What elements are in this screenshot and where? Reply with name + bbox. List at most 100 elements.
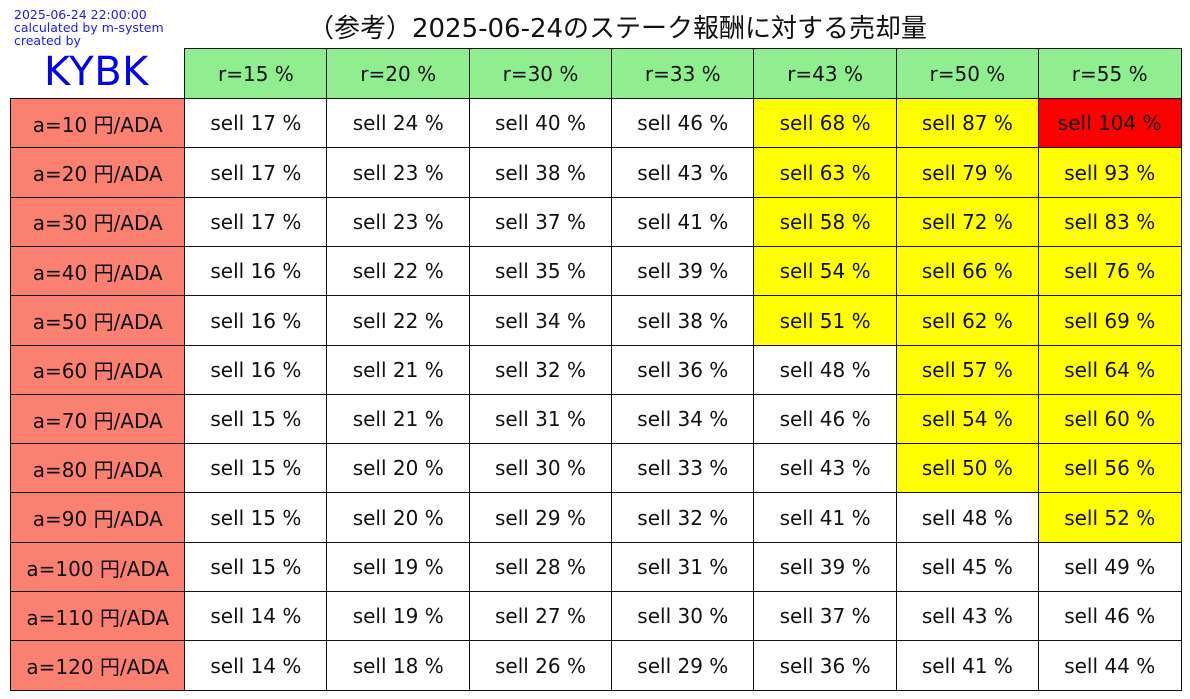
sell-ratio-cell: sell 17 %	[184, 147, 328, 199]
sell-ratio-cell: sell 60 %	[1037, 393, 1182, 445]
row-header: a=30 円/ADA	[10, 196, 186, 248]
sell-ratio-cell: sell 30 %	[468, 443, 613, 494]
column-header: r=20 %	[326, 48, 471, 100]
sell-ratio-cell: sell 15 %	[184, 541, 328, 593]
sell-ratio-cell: sell 29 %	[468, 492, 613, 544]
sell-ratio-cell: sell 38 %	[610, 295, 755, 346]
row-header: a=120 円/ADA	[10, 640, 186, 692]
sell-ratio-cell: sell 39 %	[753, 541, 897, 593]
sell-ratio-cell: sell 19 %	[326, 591, 471, 642]
sell-ratio-cell: sell 41 %	[610, 196, 755, 248]
column-header: r=50 %	[895, 48, 1040, 100]
row-header: a=40 円/ADA	[10, 245, 186, 297]
sell-ratio-cell: sell 28 %	[468, 541, 613, 593]
page-title: （参考）2025-06-24のステーク報酬に対する売却量	[307, 14, 928, 44]
row-header: a=60 円/ADA	[10, 344, 186, 396]
sell-ratio-cell: sell 36 %	[610, 344, 755, 396]
sell-ratio-cell: sell 54 %	[753, 245, 897, 297]
sell-ratio-cell: sell 72 %	[895, 196, 1040, 248]
sell-ratio-cell: sell 46 %	[610, 98, 755, 149]
sell-ratio-cell: sell 50 %	[895, 443, 1040, 494]
sell-ratio-cell: sell 39 %	[610, 245, 755, 297]
sell-ratio-cell: sell 48 %	[895, 492, 1040, 544]
row-header: a=110 円/ADA	[10, 591, 186, 642]
sell-ratio-cell: sell 49 %	[1037, 541, 1182, 593]
sell-ratio-cell: sell 45 %	[895, 541, 1040, 593]
row-header: a=50 円/ADA	[10, 295, 186, 346]
sell-ratio-cell: sell 76 %	[1037, 245, 1182, 297]
brand-logo-text: KYBK	[44, 49, 149, 95]
row-header: a=100 円/ADA	[10, 541, 186, 593]
sell-ratio-cell: sell 37 %	[753, 591, 897, 642]
sell-ratio-cell: sell 83 %	[1037, 196, 1182, 248]
row-header: a=70 円/ADA	[10, 393, 186, 445]
sell-ratio-cell: sell 51 %	[753, 295, 897, 346]
sell-ratio-cell: sell 21 %	[326, 393, 471, 445]
sell-ratio-cell: sell 33 %	[610, 443, 755, 494]
sell-ratio-cell: sell 17 %	[184, 196, 328, 248]
sell-ratio-cell: sell 44 %	[1037, 640, 1182, 692]
sell-ratio-cell: sell 16 %	[184, 295, 328, 346]
sell-ratio-cell: sell 19 %	[326, 541, 471, 593]
column-header: r=15 %	[184, 48, 328, 100]
sell-ratio-cell: sell 57 %	[895, 344, 1040, 396]
sell-ratio-cell: sell 17 %	[184, 98, 328, 149]
sell-ratio-cell: sell 36 %	[753, 640, 897, 692]
sell-ratio-cell: sell 26 %	[468, 640, 613, 692]
row-header: a=20 円/ADA	[10, 147, 186, 199]
sell-ratio-cell: sell 69 %	[1037, 295, 1182, 346]
sell-ratio-cell: sell 79 %	[895, 147, 1040, 199]
sell-ratio-cell: sell 104 %	[1037, 98, 1182, 149]
sell-ratio-cell: sell 15 %	[184, 492, 328, 544]
sell-ratio-cell: sell 20 %	[326, 492, 471, 544]
sell-ratio-cell: sell 62 %	[895, 295, 1040, 346]
sell-ratio-cell: sell 68 %	[753, 98, 897, 149]
sell-ratio-cell: sell 40 %	[468, 98, 613, 149]
sell-ratio-cell: sell 43 %	[895, 591, 1040, 642]
sell-ratio-cell: sell 63 %	[753, 147, 897, 199]
sell-ratio-cell: sell 22 %	[326, 295, 471, 346]
sell-ratio-cell: sell 34 %	[468, 295, 613, 346]
sell-ratio-cell: sell 14 %	[184, 640, 328, 692]
sell-ratio-cell: sell 38 %	[468, 147, 613, 199]
sell-ratio-cell: sell 66 %	[895, 245, 1040, 297]
sell-ratio-cell: sell 22 %	[326, 245, 471, 297]
sell-ratio-cell: sell 41 %	[895, 640, 1040, 692]
sell-ratio-cell: sell 18 %	[326, 640, 471, 692]
sell-ratio-cell: sell 48 %	[753, 344, 897, 396]
sell-ratio-cell: sell 58 %	[753, 196, 897, 248]
sell-ratio-cell: sell 34 %	[610, 393, 755, 445]
row-header: a=90 円/ADA	[10, 492, 186, 544]
sell-ratio-cell: sell 43 %	[753, 443, 897, 494]
sell-ratio-cell: sell 46 %	[1037, 591, 1182, 642]
column-header: r=33 %	[610, 48, 755, 100]
row-header: a=80 円/ADA	[10, 443, 186, 494]
sell-ratio-cell: sell 54 %	[895, 393, 1040, 445]
row-header: a=10 円/ADA	[10, 98, 186, 149]
sell-ratio-cell: sell 20 %	[326, 443, 471, 494]
sell-ratio-cell: sell 29 %	[610, 640, 755, 692]
sell-ratio-cell: sell 21 %	[326, 344, 471, 396]
sell-ratio-cell: sell 52 %	[1037, 492, 1182, 544]
sell-ratio-cell: sell 31 %	[610, 541, 755, 593]
sell-ratio-cell: sell 46 %	[753, 393, 897, 445]
sell-ratio-cell: sell 27 %	[468, 591, 613, 642]
column-header: r=43 %	[753, 48, 897, 100]
sell-ratio-cell: sell 93 %	[1037, 147, 1182, 199]
sell-ratio-cell: sell 14 %	[184, 591, 328, 642]
column-header: r=55 %	[1037, 48, 1182, 100]
sell-ratio-cell: sell 15 %	[184, 393, 328, 445]
timestamp-label: 2025-06-24 22:00:00	[14, 7, 147, 22]
created-by-label: created by	[14, 33, 81, 48]
calculated-by-label: calculated by m-system	[14, 20, 164, 35]
sell-ratio-cell: sell 64 %	[1037, 344, 1182, 396]
sell-ratio-cell: sell 16 %	[184, 245, 328, 297]
sell-ratio-cell: sell 30 %	[610, 591, 755, 642]
sell-ratio-cell: sell 41 %	[753, 492, 897, 544]
sell-ratio-cell: sell 43 %	[610, 147, 755, 199]
sell-ratio-cell: sell 23 %	[326, 147, 471, 199]
sell-ratio-cell: sell 24 %	[326, 98, 471, 149]
sell-ratio-cell: sell 16 %	[184, 344, 328, 396]
sell-ratio-cell: sell 56 %	[1037, 443, 1182, 494]
